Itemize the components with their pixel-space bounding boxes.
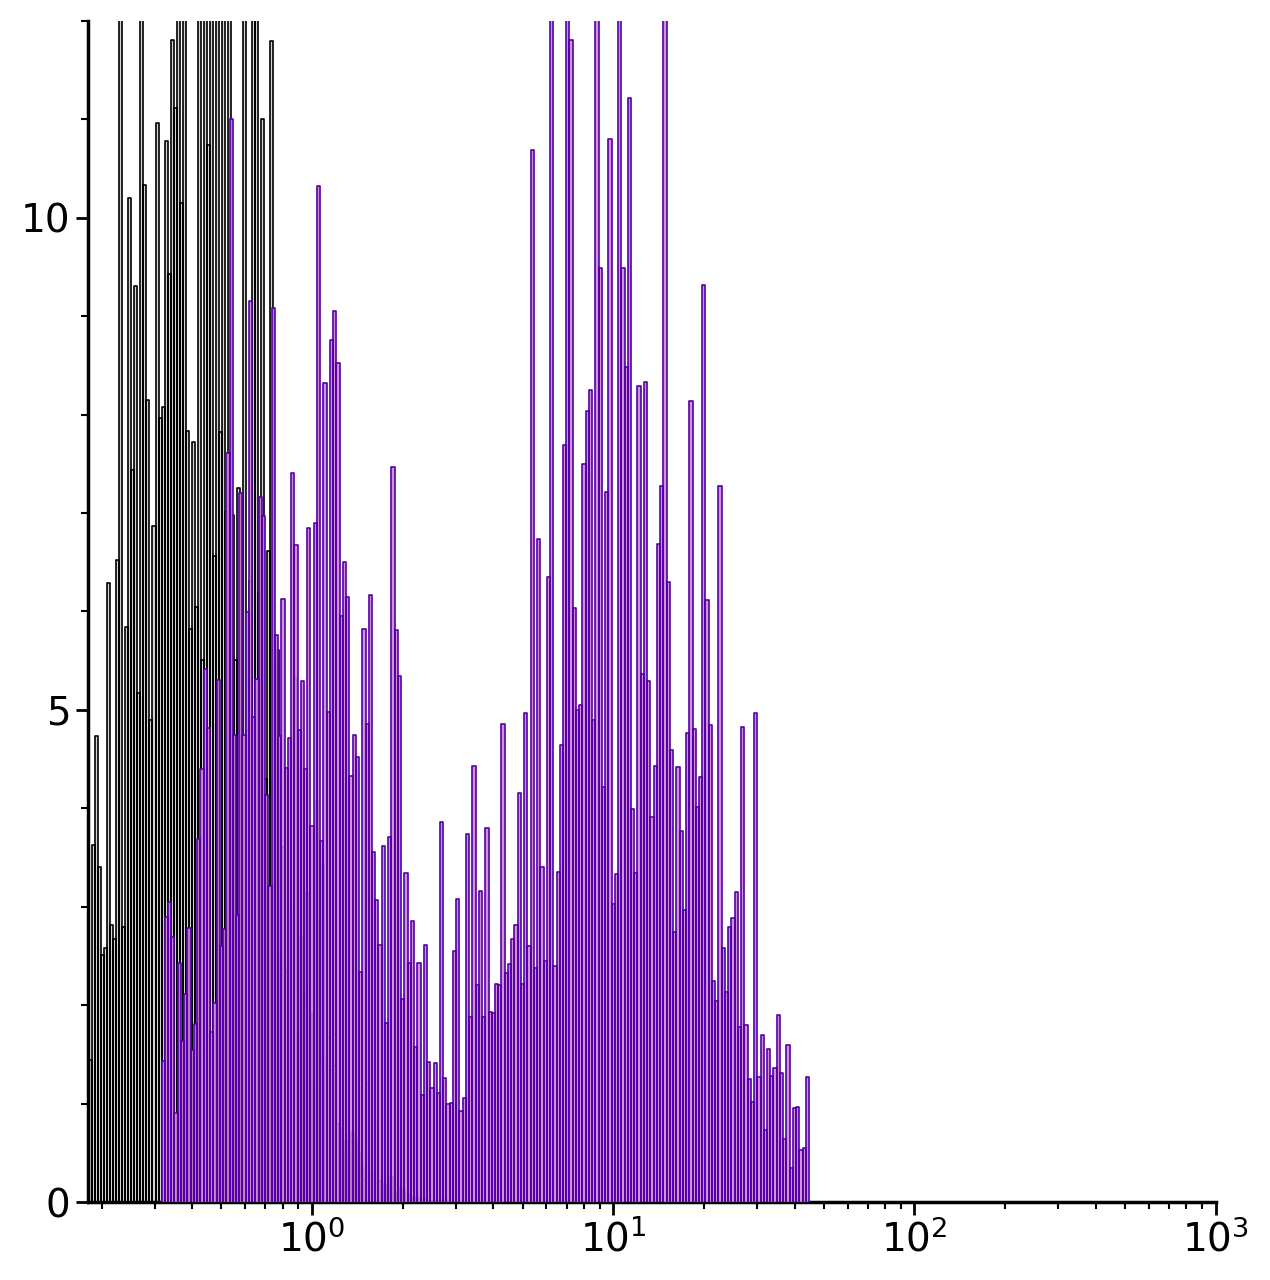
Polygon shape xyxy=(86,0,447,1202)
Polygon shape xyxy=(161,0,809,1202)
